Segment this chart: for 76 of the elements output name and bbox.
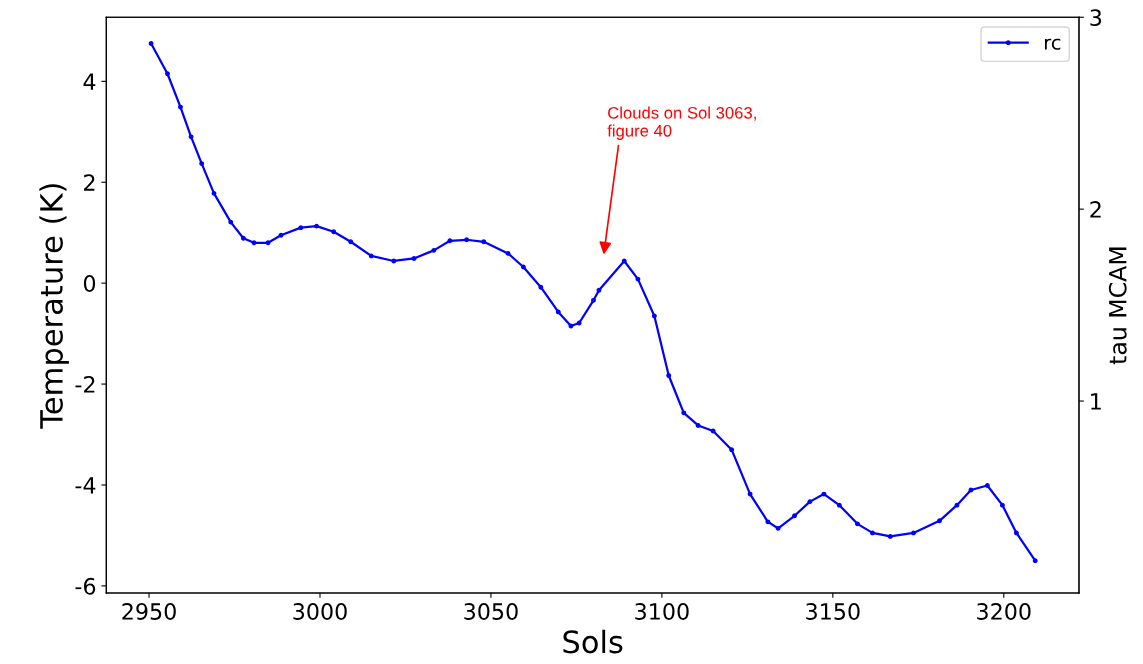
point — [681, 410, 687, 416]
point — [747, 491, 753, 497]
annotation: Clouds on Sol 3063, figure 40 — [607, 106, 756, 140]
y-tick-label: 0 — [83, 275, 96, 292]
point — [576, 320, 582, 326]
point — [937, 518, 942, 524]
point — [555, 309, 561, 315]
point — [568, 323, 574, 329]
point — [954, 502, 960, 508]
point — [596, 287, 602, 293]
x-tick-label: 3050 — [464, 603, 518, 620]
y-tick-label: -4 — [75, 477, 96, 494]
y-tick-label: -2 — [75, 376, 95, 393]
point — [348, 239, 354, 245]
y-axis-title: Temperature (K) — [39, 184, 69, 429]
x-tick-label: 3000 — [293, 603, 347, 620]
point — [710, 428, 716, 434]
point — [695, 423, 701, 428]
point — [464, 237, 470, 243]
point — [836, 502, 842, 508]
point — [765, 519, 771, 525]
point — [999, 502, 1005, 508]
point — [298, 225, 304, 231]
point — [807, 499, 813, 505]
point — [984, 483, 990, 488]
point — [411, 256, 417, 261]
point — [265, 240, 271, 246]
point — [666, 373, 672, 378]
point — [729, 447, 735, 453]
point — [635, 276, 641, 282]
point — [228, 219, 234, 225]
x-tick-label: 3200 — [977, 603, 1031, 620]
point — [368, 253, 374, 259]
point — [911, 530, 916, 536]
y2-axis-title: tau MCAM — [1108, 247, 1127, 365]
point — [1013, 530, 1019, 536]
point — [331, 229, 337, 235]
x-tick-label: 3150 — [806, 603, 860, 620]
point — [887, 534, 893, 539]
point — [431, 247, 437, 253]
point — [591, 297, 596, 303]
point — [148, 41, 154, 46]
point — [792, 513, 797, 519]
y-tick-label: -6 — [75, 577, 96, 595]
point — [188, 134, 194, 140]
y2-tick-label: 2 — [1090, 201, 1101, 218]
point — [391, 258, 397, 264]
point — [314, 223, 319, 229]
x-axis-title: Sols — [563, 629, 623, 654]
point — [481, 239, 487, 245]
legend-label: rc — [1045, 38, 1061, 50]
point — [165, 71, 170, 77]
y2-tick-label: 3 — [1090, 9, 1102, 27]
point — [651, 313, 657, 319]
point — [821, 491, 827, 497]
x-tick-label: 3100 — [635, 603, 689, 620]
point — [178, 104, 183, 110]
point — [968, 487, 974, 493]
point — [520, 264, 526, 270]
y-tick-label: 4 — [83, 73, 96, 90]
point — [211, 190, 217, 196]
point — [1032, 558, 1038, 564]
point — [855, 521, 860, 527]
point — [447, 238, 453, 244]
point — [505, 250, 511, 256]
x-tick-label: 2950 — [122, 603, 176, 620]
point — [870, 530, 875, 536]
point — [240, 235, 246, 241]
point — [775, 525, 781, 531]
point — [199, 161, 205, 167]
point — [251, 240, 257, 246]
point — [538, 284, 544, 290]
point — [278, 232, 284, 238]
y-tick-label: 2 — [84, 174, 95, 191]
y2-tick-label: 1 — [1091, 393, 1101, 410]
point — [621, 258, 627, 264]
